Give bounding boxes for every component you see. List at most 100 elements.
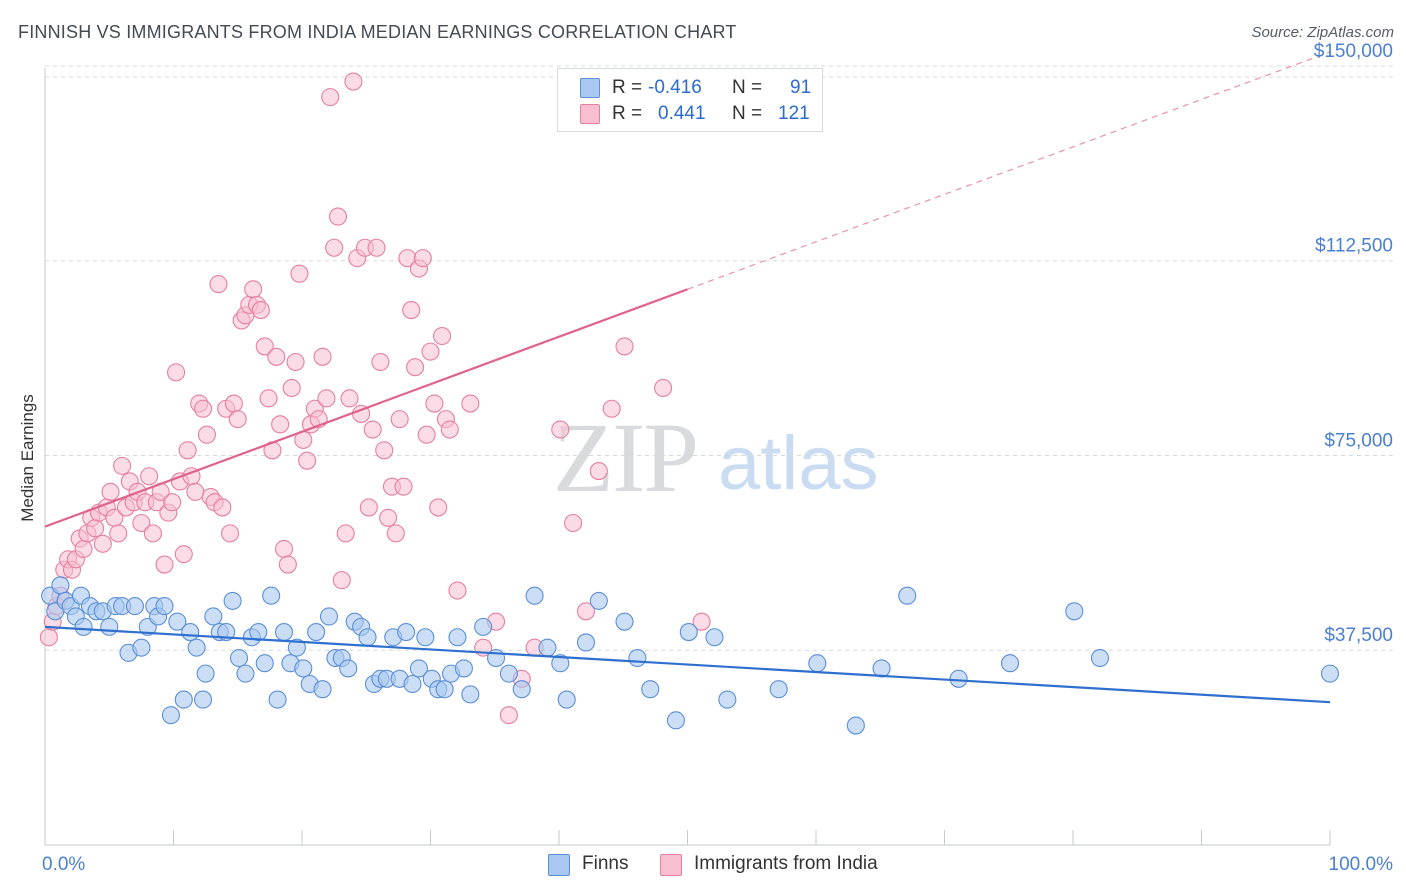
- india-point: [282, 378, 301, 398]
- tick-labels: $37,500 $75,000 $112,500 $150,000 0.0% 100.0%…: [18, 41, 1393, 875]
- finns-point: [161, 706, 180, 725]
- india-point: [163, 493, 182, 512]
- finns-point: [204, 607, 223, 626]
- legend-n-label: N =: [732, 77, 763, 98]
- bottom-legend-swatch-india: [660, 854, 682, 876]
- finns-point: [307, 623, 326, 642]
- x-tick-label: 100.0%: [1329, 854, 1394, 875]
- india-point: [654, 378, 673, 398]
- india-point: [433, 326, 452, 346]
- finns-point: [313, 680, 332, 699]
- finns-point: [551, 654, 570, 673]
- india-point: [132, 513, 151, 533]
- finns-point: [229, 648, 249, 668]
- india-point: [417, 425, 436, 444]
- finns-trend-line: [44, 625, 1331, 704]
- finns-point: [358, 628, 377, 647]
- india-point: [271, 415, 290, 434]
- india-point: [290, 264, 309, 283]
- india-point: [421, 342, 440, 361]
- india-point: [551, 420, 570, 439]
- india-point: [390, 410, 409, 429]
- india-point: [402, 301, 421, 320]
- india-point: [499, 706, 518, 725]
- india-point: [220, 524, 240, 543]
- india-point: [394, 477, 413, 496]
- bottom-legend-label-india: Immigrants from India: [694, 853, 878, 874]
- finns-point: [615, 612, 634, 631]
- finns-point: [718, 690, 737, 709]
- finns-point: [132, 638, 151, 657]
- finns-point: [51, 576, 70, 595]
- india-points: [39, 72, 711, 725]
- legend-swatch-finns: [580, 78, 600, 98]
- y-tick-label: $75,000: [1324, 430, 1393, 451]
- india-point: [386, 524, 405, 543]
- legend-swatch-india: [580, 104, 600, 124]
- india-point: [86, 519, 105, 538]
- legend-n-value: 91: [790, 77, 812, 98]
- india-point: [93, 534, 112, 553]
- india-point: [313, 347, 332, 366]
- india-trend-line: [44, 288, 688, 528]
- india-point: [461, 394, 480, 413]
- india-point: [375, 441, 394, 460]
- finns-point: [525, 586, 544, 605]
- india-point: [101, 482, 120, 501]
- trend-lines: [44, 51, 1331, 704]
- y-axis-title: Median Earnings: [18, 394, 37, 522]
- axes: [44, 68, 1331, 846]
- india-point: [336, 524, 355, 543]
- india-point: [425, 394, 444, 413]
- india-point: [406, 358, 425, 377]
- finns-point: [808, 654, 827, 673]
- india-point: [328, 207, 348, 226]
- finns-point: [705, 628, 724, 647]
- finns-point: [397, 623, 416, 642]
- y-tick-label: $150,000: [1314, 41, 1393, 62]
- india-point: [143, 524, 162, 543]
- finns-point: [274, 623, 294, 642]
- chart-title: FINNISH VS IMMIGRANTS FROM INDIA MEDIAN …: [18, 22, 737, 42]
- india-point: [244, 280, 263, 299]
- finns-point: [294, 659, 313, 678]
- finns-point: [409, 659, 428, 678]
- finns-point: [589, 591, 608, 610]
- finns-point: [74, 617, 93, 636]
- legend-r-value: 0.441: [658, 103, 706, 124]
- finns-point: [194, 690, 213, 709]
- finns-point: [287, 638, 306, 657]
- india-point: [178, 441, 197, 460]
- india-point: [371, 352, 390, 372]
- india-point: [155, 555, 174, 574]
- finns-point: [666, 711, 685, 730]
- finns-point: [416, 628, 435, 647]
- india-point: [197, 425, 216, 444]
- india-point: [440, 420, 459, 439]
- legend-r-label: R =: [612, 77, 643, 98]
- india-point: [413, 249, 432, 268]
- finns-point: [538, 638, 557, 657]
- india-point: [251, 301, 270, 320]
- finns-point: [249, 623, 268, 642]
- india-point: [39, 628, 58, 647]
- india-point: [359, 498, 378, 517]
- finns-point: [125, 597, 144, 616]
- india-point: [448, 581, 467, 600]
- y-tick-label: $37,500: [1324, 625, 1393, 646]
- finns-point: [512, 680, 531, 699]
- finns-point: [168, 612, 187, 631]
- bottom-legend-label-finns: Finns: [582, 853, 629, 874]
- finns-point: [454, 659, 473, 678]
- finns-point: [174, 690, 193, 709]
- finns-point: [1090, 648, 1110, 668]
- india-point: [140, 467, 159, 486]
- india-point: [228, 410, 247, 429]
- india-point: [298, 451, 317, 470]
- india-trend-extension: [687, 51, 1331, 290]
- finns-point: [461, 685, 480, 704]
- y-tick-label: $112,500: [1315, 236, 1393, 257]
- finns-point: [435, 680, 454, 699]
- india-point: [564, 513, 583, 533]
- finns-point: [196, 664, 215, 683]
